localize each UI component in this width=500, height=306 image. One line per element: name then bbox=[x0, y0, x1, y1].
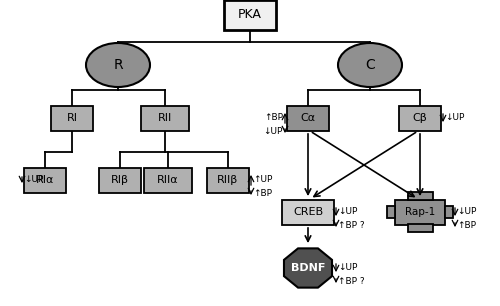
Text: ↓UP: ↓UP bbox=[457, 207, 476, 215]
Bar bbox=[445, 206, 453, 218]
Text: ↑BP ?: ↑BP ? bbox=[338, 277, 364, 285]
Text: ↓UP: ↓UP bbox=[338, 207, 357, 215]
Bar bbox=[144, 167, 192, 192]
Text: ↑BP ?: ↑BP ? bbox=[338, 221, 364, 230]
Text: RIIα: RIIα bbox=[157, 175, 179, 185]
Text: Rap-1: Rap-1 bbox=[405, 207, 435, 217]
Bar bbox=[99, 167, 141, 192]
Bar bbox=[24, 167, 66, 192]
Text: CREB: CREB bbox=[293, 207, 323, 217]
Text: ↑BP: ↑BP bbox=[264, 113, 283, 121]
Text: PKA: PKA bbox=[238, 9, 262, 21]
Bar bbox=[141, 106, 189, 130]
Text: R: R bbox=[113, 58, 123, 72]
Bar bbox=[408, 224, 433, 232]
Bar bbox=[399, 106, 441, 130]
Text: BDNF: BDNF bbox=[291, 263, 325, 273]
Bar bbox=[395, 200, 445, 225]
Polygon shape bbox=[284, 248, 332, 288]
Ellipse shape bbox=[338, 43, 402, 87]
Bar bbox=[287, 106, 329, 130]
Text: RIα: RIα bbox=[36, 175, 54, 185]
Bar bbox=[408, 192, 433, 200]
Text: RIIβ: RIIβ bbox=[218, 175, 238, 185]
Text: ↓UP: ↓UP bbox=[445, 114, 464, 122]
Text: ↑BP: ↑BP bbox=[253, 188, 272, 197]
Text: RIβ: RIβ bbox=[111, 175, 129, 185]
Bar bbox=[207, 167, 249, 192]
Text: ↑BP: ↑BP bbox=[457, 221, 476, 230]
Bar bbox=[51, 106, 93, 130]
Text: RII: RII bbox=[158, 113, 172, 123]
Ellipse shape bbox=[86, 43, 150, 87]
Text: ↓UP: ↓UP bbox=[264, 126, 283, 136]
Bar bbox=[387, 206, 395, 218]
Text: ↓UP: ↓UP bbox=[338, 263, 357, 271]
Text: ↓UP: ↓UP bbox=[24, 176, 44, 185]
Text: C: C bbox=[365, 58, 375, 72]
Text: RI: RI bbox=[66, 113, 78, 123]
Text: ↑UP: ↑UP bbox=[253, 174, 272, 184]
Text: Cβ: Cβ bbox=[412, 113, 428, 123]
Text: Cα: Cα bbox=[300, 113, 316, 123]
Bar bbox=[224, 0, 276, 30]
Bar bbox=[282, 200, 334, 225]
